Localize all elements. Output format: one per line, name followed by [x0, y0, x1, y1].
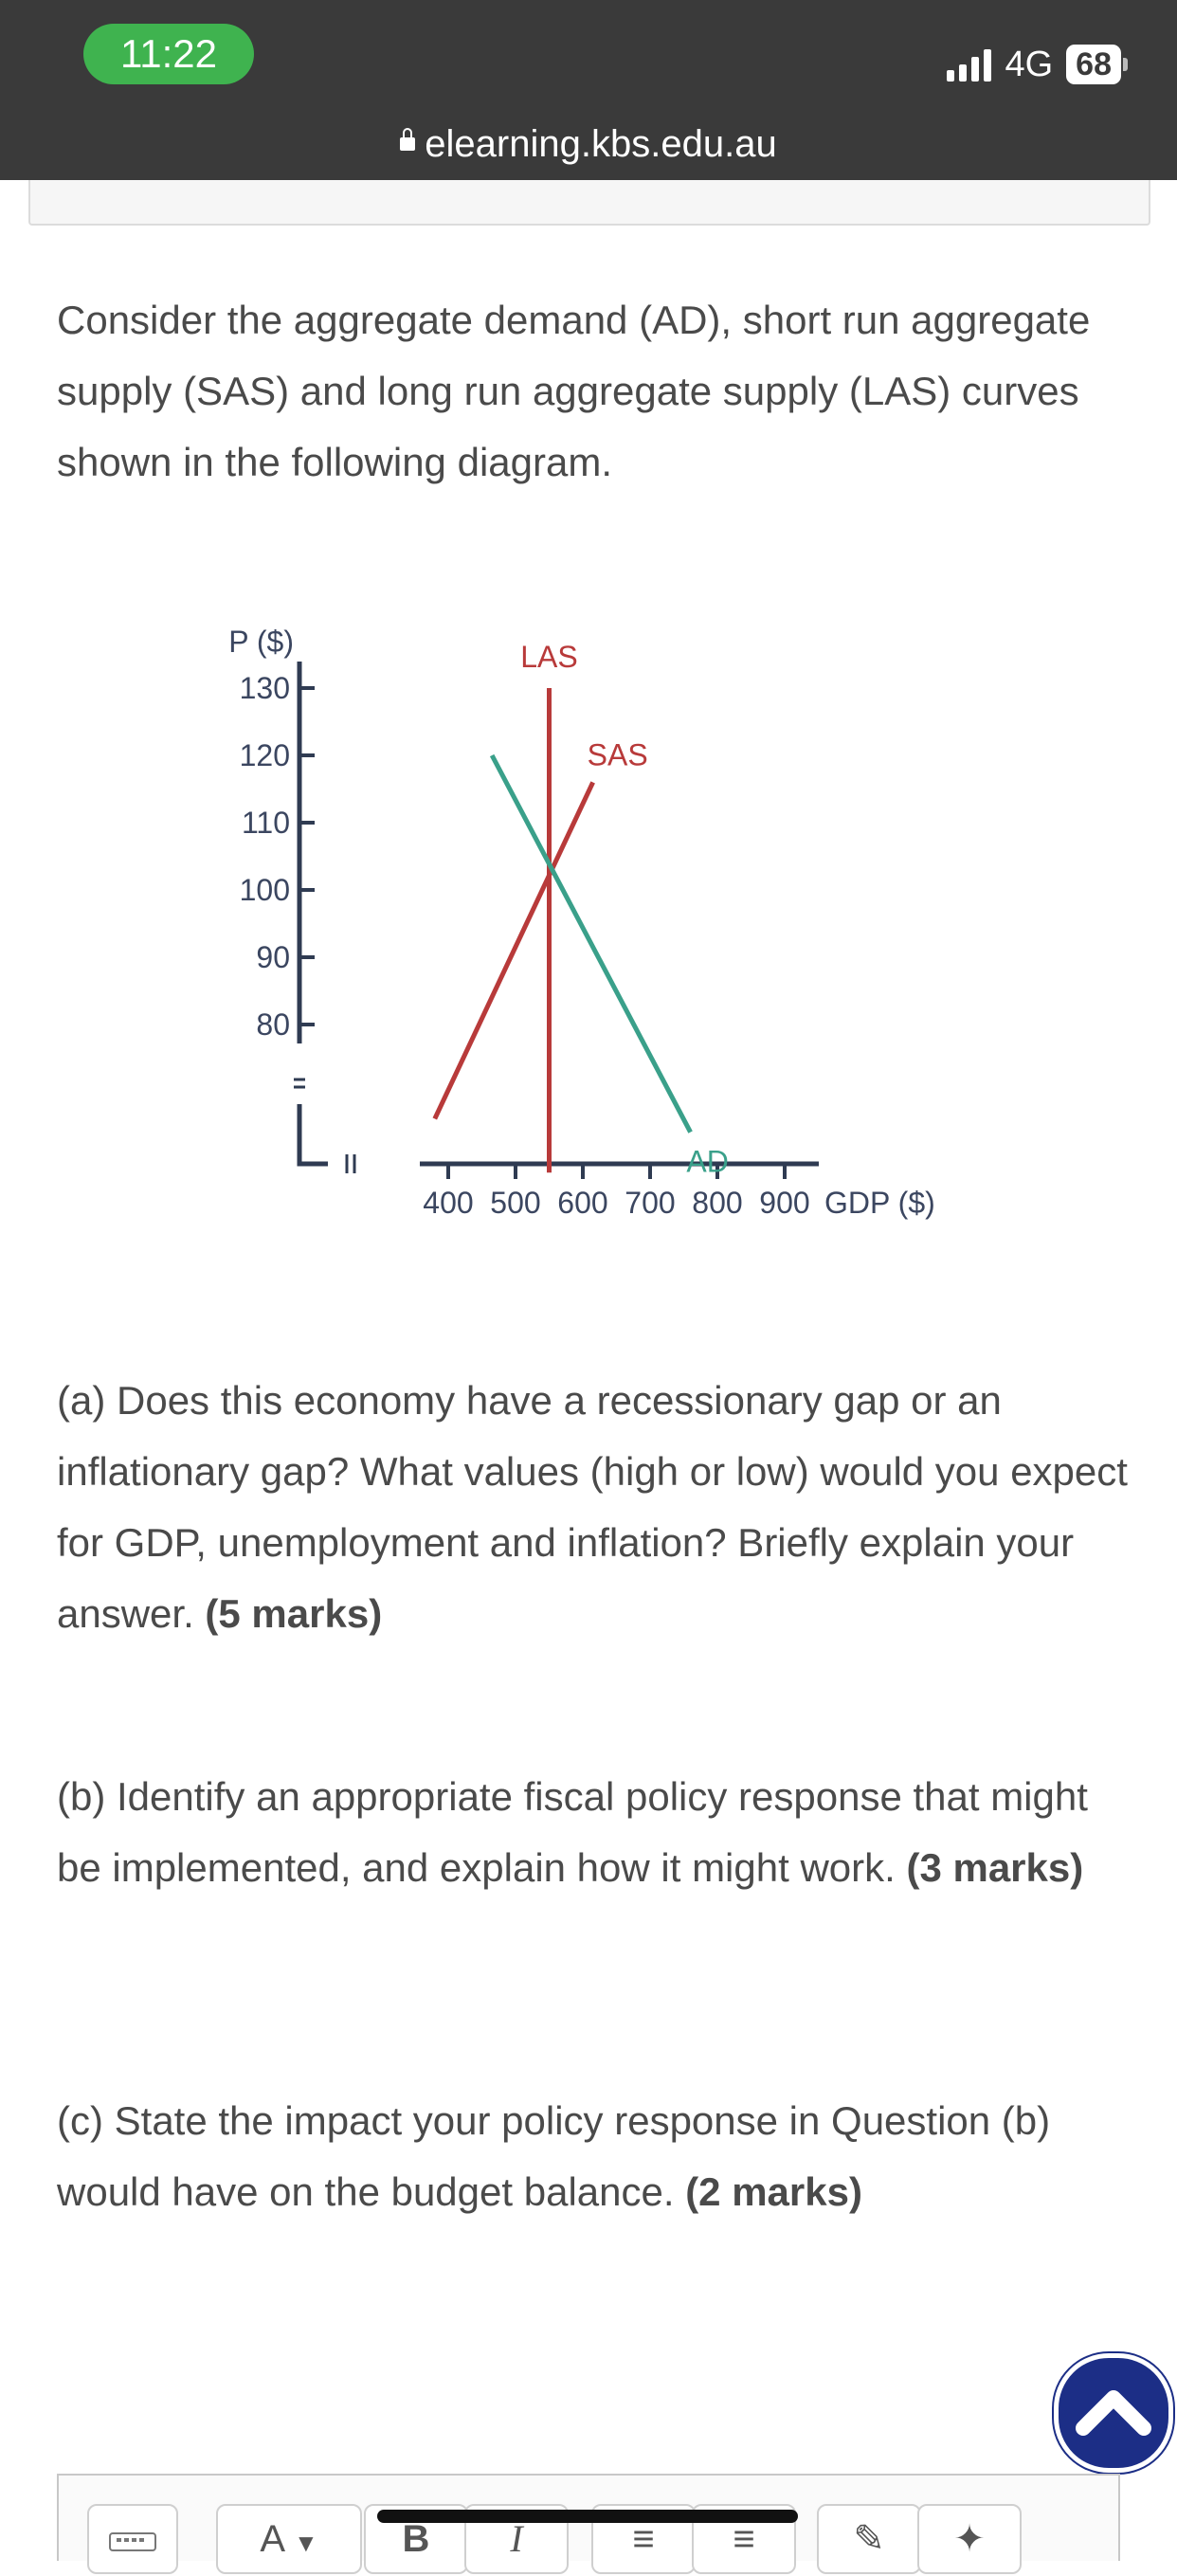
previous-content-box: [28, 180, 1150, 226]
x-tick-label: 800: [692, 1186, 742, 1220]
font-color-button[interactable]: A ▼: [216, 2504, 362, 2574]
y-tick-label: 90: [256, 940, 290, 974]
question-c-marks: (2 marks): [685, 2169, 862, 2214]
series-line-ad: [489, 753, 693, 1134]
y-tick-label: 80: [256, 1007, 290, 1042]
url-bar[interactable]: elearning.kbs.edu.au: [0, 119, 1177, 169]
series-label-ad: AD: [686, 1145, 728, 1179]
y-tick-label: 100: [240, 873, 290, 907]
question-b-text: (b) Identify an appropriate fiscal polic…: [57, 1774, 1088, 1890]
question-a-marks: (5 marks): [205, 1591, 383, 1636]
signal-icon: [947, 47, 992, 82]
unlink-icon: ✦: [953, 2518, 986, 2560]
question-b-marks: (3 marks): [906, 1845, 1084, 1890]
bold-icon: B: [402, 2518, 430, 2560]
question-c-text: (c) State the impact your policy respons…: [57, 2098, 1051, 2214]
x-axis-label: GDP ($): [824, 1186, 935, 1220]
unlink-button[interactable]: ✦: [917, 2504, 1022, 2574]
back-to-top-button[interactable]: [1054, 2353, 1173, 2473]
y-tick-label: 120: [240, 738, 290, 772]
italic-icon: I: [510, 2517, 523, 2560]
link-icon: ✎: [853, 2518, 885, 2560]
bullet-list-icon: ≡: [632, 2518, 655, 2560]
numbered-list-icon: ≡: [733, 2518, 755, 2560]
ad-as-diagram: 80 90 100 110 120 130 400 500 600 700 800 900 P ($)…: [218, 616, 976, 1232]
x-tick-label: 500: [490, 1186, 540, 1220]
series-label-sas: SAS: [588, 737, 648, 771]
chevron-up-icon: [1076, 2390, 1151, 2436]
chart-svg: 80 90 100 110 120 130 400 500 600 700 800 900 P ($)…: [228, 625, 935, 1220]
y-tick-label: 110: [242, 806, 290, 840]
status-bar: 11:22 4G 68 elearning.kbs.edu.au: [0, 0, 1177, 180]
axis-origin: [297, 1104, 328, 1167]
question-c: (c) State the impact your policy respons…: [57, 2085, 1128, 2227]
url-domain: elearning.kbs.edu.au: [425, 123, 777, 165]
y-tick-label: 130: [240, 671, 290, 705]
x-tick-label: 700: [625, 1186, 675, 1220]
question-a-text: (a) Does this economy have a recessionar…: [57, 1378, 1128, 1636]
x-tick-label: 600: [557, 1186, 607, 1220]
series-label-las: LAS: [520, 640, 577, 674]
font-color-icon: A: [260, 2518, 283, 2560]
question-a: (a) Does this economy have a recessionar…: [57, 1365, 1128, 1649]
keyboard-icon[interactable]: [87, 2504, 178, 2574]
network-type: 4G: [1005, 44, 1054, 84]
battery-level: 68: [1066, 45, 1121, 84]
x-tick-label: 900: [759, 1186, 809, 1220]
status-indicators: 4G 68: [947, 36, 1128, 93]
status-time: 11:22: [83, 24, 254, 84]
question-b: (b) Identify an appropriate fiscal polic…: [57, 1761, 1128, 1903]
y-axis-label: P ($): [228, 625, 294, 659]
link-button[interactable]: ✎: [817, 2504, 921, 2574]
lock-icon: [400, 128, 416, 152]
home-indicator: [377, 2510, 798, 2523]
series-line-sas: [432, 781, 595, 1120]
question-intro: Consider the aggregate demand (AD), shor…: [57, 298, 1091, 484]
caret-down-icon: ▼: [293, 2529, 318, 2557]
x-tick-label: 400: [423, 1186, 473, 1220]
battery-icon: [1123, 58, 1128, 71]
